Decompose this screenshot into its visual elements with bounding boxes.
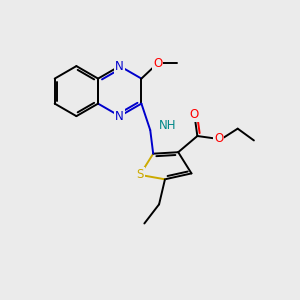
Text: O: O: [153, 57, 162, 70]
Text: N: N: [116, 60, 124, 73]
Text: N: N: [116, 110, 124, 123]
Text: O: O: [190, 108, 199, 121]
Text: NH: NH: [158, 119, 176, 132]
Text: O: O: [214, 133, 223, 146]
Text: S: S: [136, 168, 144, 182]
